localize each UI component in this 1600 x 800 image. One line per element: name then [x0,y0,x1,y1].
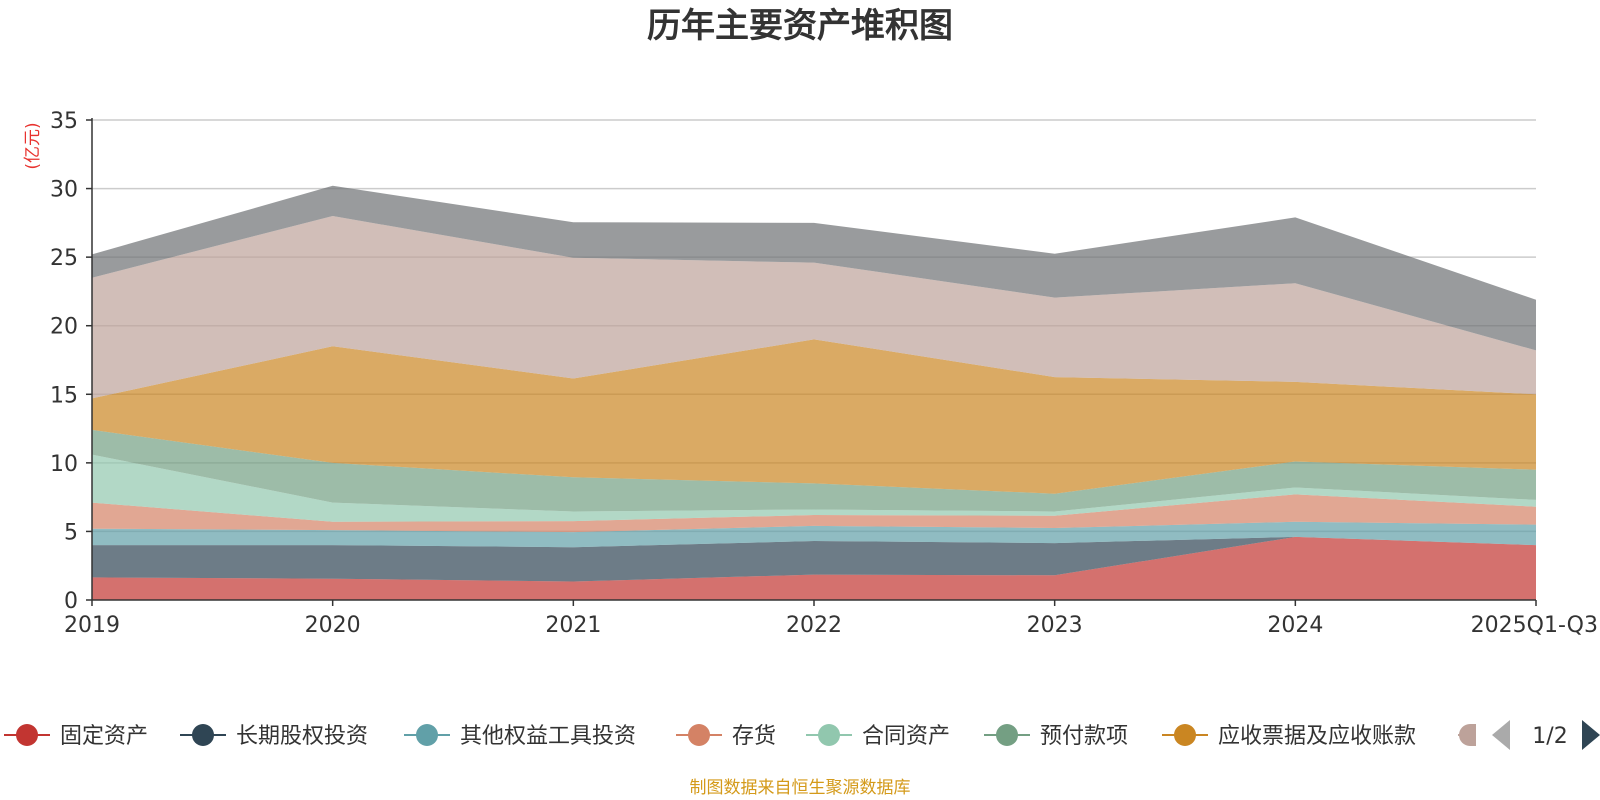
legend-item-固定资产[interactable]: 固定资产 [4,724,148,749]
legend-label: 预付款项 [1040,724,1128,749]
legend-page-indicator: 1/2 [1532,724,1567,749]
legend-label: 长期股权投资 [236,724,368,749]
legend-prev-page-icon[interactable] [1492,720,1510,750]
legend-marker [1174,724,1196,746]
legend-item-存货[interactable]: 存货 [676,724,776,749]
series-areas [92,185,1536,600]
legend-item-其他权益工具投资[interactable]: 其他权益工具投资 [404,724,636,749]
area-其他 [92,185,1536,351]
chart-title: 历年主要资产堆积图 [647,6,953,46]
axes: 0 5 10 15 20 25 30 35 2019 2020 2021 2022 2023 2024 20… [50,109,1598,638]
x-tick-label: 2020 [305,613,361,638]
source-footnote: 制图数据来自恒生聚源数据库 [690,778,911,798]
legend-item-合同资产[interactable]: 合同资产 [806,724,950,749]
legend-marker [818,724,840,746]
x-tick-label: 2025Q1-Q3 [1471,613,1598,638]
legend-label: 固定资产 [60,724,148,749]
legend-item-应收票据及应收账款[interactable]: 应收票据及应收账款 [1162,724,1416,749]
x-tick-label: 2019 [64,613,120,638]
legend-label: 应收票据及应收账款 [1218,724,1416,749]
y-tick-label: 10 [50,452,78,477]
legend-item-预付款项[interactable]: 预付款项 [984,724,1128,749]
y-tick-label: 5 [64,520,78,545]
area-合同资产 [92,454,1536,522]
y-tick-label: 30 [50,178,78,203]
legend-item-partial[interactable] [1458,724,1476,746]
legend: 固定资产 长期股权投资 其他权益工具投资 存货 合同资产 预付款项 应收票据及应收账款 1/2 [4,720,1600,750]
x-tick-label: 2023 [1027,613,1083,638]
y-tick-label: 35 [50,109,78,134]
y-tick-label: 15 [50,383,78,408]
area-长期股权投资 [92,536,1536,582]
x-tick-label: 2024 [1267,613,1323,638]
y-axis-label: (亿元) [23,122,43,169]
area-存货 [92,494,1536,533]
area-应收票据及应收账款 [92,339,1536,494]
legend-marker [192,724,214,746]
legend-marker [16,724,38,746]
legend-marker [416,724,438,746]
y-tick-label: 20 [50,315,78,340]
legend-label: 合同资产 [862,724,950,749]
area-预付款项 [92,429,1536,512]
legend-marker [688,724,710,746]
legend-label: 存货 [732,724,776,749]
y-tick-label: 25 [50,246,78,271]
area-固定资产 [92,536,1536,600]
legend-label: 其他权益工具投资 [460,724,636,749]
x-tick-label: 2021 [545,613,601,638]
legend-marker [1459,724,1476,746]
legend-item-长期股权投资[interactable]: 长期股权投资 [180,724,368,749]
area-货币资金 [92,216,1536,399]
legend-marker [996,724,1018,746]
area-其他权益工具投资 [92,521,1536,548]
x-tick-label: 2022 [786,613,842,638]
legend-next-page-icon[interactable] [1582,720,1600,750]
y-tick-label: 0 [64,589,78,614]
